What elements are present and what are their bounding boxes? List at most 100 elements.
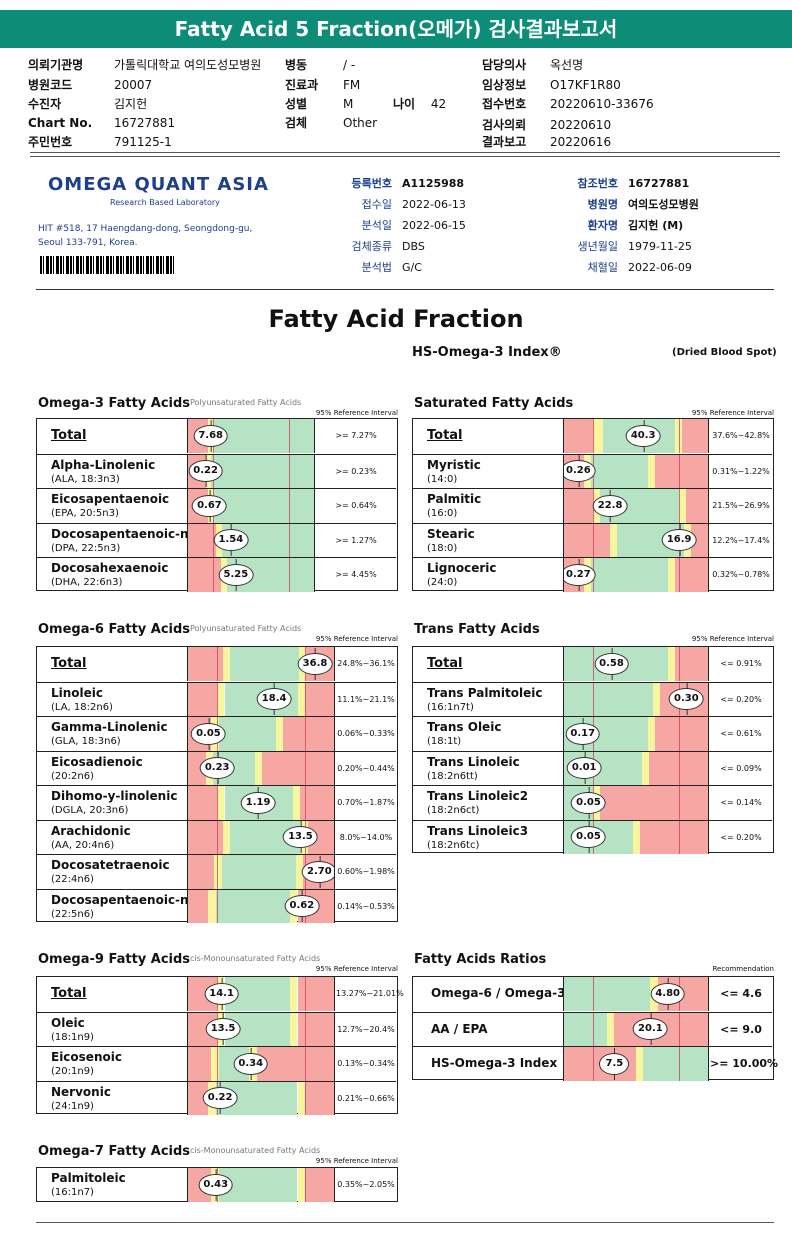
range-zone-green: [213, 489, 314, 523]
row-name: Gamma-Linolenic: [51, 720, 168, 734]
range-zone-yellow: [647, 454, 655, 488]
header-field-value: 가톨릭대학교 여의도성모병원: [114, 58, 262, 72]
header-field-label: 병동: [285, 58, 308, 72]
reference-range: 0.70%~1.87%: [337, 798, 395, 807]
reference-range: 24.8%~36.1%: [337, 659, 395, 668]
lab-field-label: 채혈일: [587, 261, 618, 274]
lab-field-value: DBS: [402, 240, 425, 253]
range-zone-red: [674, 558, 708, 592]
row-subname: (18:1n9): [51, 1031, 94, 1043]
range-zone-green: [221, 855, 297, 889]
row-name: Total: [51, 986, 87, 1001]
row-name: Trans Linoleic: [427, 754, 520, 769]
report-heading: Fatty Acid Fraction: [268, 305, 524, 333]
lab-field-value: 1979-11-25: [628, 240, 692, 253]
reference-range: >= 0.23%: [335, 466, 377, 476]
result-value: 0.05: [191, 717, 226, 750]
row-name: Eicosadienoic: [51, 754, 143, 769]
range-zone-yellow: [636, 1047, 644, 1081]
range-bar: 4.80: [563, 977, 709, 1011]
lab-address-line-2: Seoul 133-791, Korea.: [38, 238, 138, 248]
reference-range: 0.32%~0.78%: [712, 570, 770, 579]
reference-range: 8.0%~14.0%: [339, 832, 393, 842]
result-value: 13.5: [205, 1013, 241, 1046]
range-tick: [679, 786, 681, 820]
section-title-trans: Trans Fatty Acids: [414, 622, 540, 637]
table-omega7: Palmitoleic (16:1n7) 0.43 0.35%~2.05%: [36, 1167, 398, 1202]
lab-field-value: 2022-06-09: [628, 261, 692, 274]
range-tick: [217, 1047, 219, 1081]
range-zone-red: [682, 419, 708, 453]
table-row: Total 14.1 13.27%~21.01%: [37, 977, 404, 1012]
range-zone-green: [564, 682, 654, 716]
table-row: Eicosapentaenoic (EPA, 20:5n3) 0.67 >= 0.64…: [37, 488, 396, 523]
row-subname: (22:4n6): [51, 874, 94, 885]
lab-info-box: OMEGA QUANT ASIA Research Based Laborato…: [36, 168, 774, 290]
header-field-value: 16727881: [114, 116, 176, 130]
range-bar: 0.23: [187, 751, 335, 785]
header-field-label: 성별: [285, 97, 308, 111]
header-field-label: 검사의뢰: [482, 118, 527, 132]
range-tick: [304, 977, 306, 1011]
table-row: Oleic (18:1n9) 13.5 12.7%~20.4%: [37, 1011, 396, 1046]
table-row: Dihomo-y-linolenic (DGLA, 20:3n6) 1.19 0.70…: [37, 785, 396, 820]
result-value: 0.01: [566, 752, 602, 785]
header-field-value: 791125-1: [114, 135, 172, 149]
header-field-value: / -: [343, 58, 356, 72]
range-tick: [679, 647, 681, 681]
reference-range: 37.6%~42.8%: [712, 431, 770, 440]
range-tick: [679, 751, 681, 785]
lab-field: 참조번호 16727881: [556, 175, 690, 191]
row-name: Docosahexaenoic: [51, 561, 169, 575]
table-row: Trans Linoleic3 (18:2n6tc) 0.05 <= 0.20%: [413, 819, 772, 854]
reference-interval-label: 95% Reference Interval: [691, 409, 774, 417]
sample-note: (Dried Blood Spot): [672, 347, 777, 358]
header-field: 수진자 김지헌: [28, 95, 147, 112]
range-tick: [304, 1047, 306, 1081]
barcode: [40, 256, 176, 274]
range-zone-green: [643, 1047, 708, 1081]
range-zone-red: [188, 682, 218, 716]
header-divider: [30, 152, 780, 153]
result-value: 0.30: [669, 683, 704, 716]
reference-range: 13.27%~21.01%: [336, 989, 404, 998]
result-value: 0.58: [594, 647, 629, 680]
header-field-value: Other: [343, 116, 378, 130]
row-name: Nervonic: [51, 1084, 111, 1099]
row-subname: (GLA, 18:3n6): [51, 736, 121, 747]
table-row: Total 36.8 24.8%~36.1%: [37, 647, 396, 682]
result-value: 4.80: [650, 977, 686, 1010]
range-bar: 7.5: [563, 1047, 709, 1081]
report-title-bar: Fatty Acid 5 Fraction(오메가) 검사결과보고서: [0, 10, 792, 48]
range-zone-yellow: [208, 889, 216, 923]
range-tick: [679, 454, 681, 488]
header-field-label: 주민번호: [28, 135, 73, 149]
section-subtitle-omega7: cis-Monounsaturated Fatty Acids: [190, 1146, 321, 1155]
lab-field: 환자명 김지헌 (M): [556, 217, 684, 233]
header-field-label: 의뢰기관명: [28, 58, 84, 72]
reference-range: 0.35%~2.05%: [337, 1180, 395, 1189]
section-title-ratios: Fatty Acids Ratios: [414, 952, 547, 967]
result-value: 22.8: [592, 489, 628, 522]
lab-field: 분석법 G/C: [328, 259, 422, 275]
lab-field-value: 2022-06-13: [402, 198, 466, 211]
lab-field-label: 접수일: [361, 198, 392, 211]
reference-range: 0.14%~0.53%: [337, 901, 395, 911]
table-row: Gamma-Linolenic (GLA, 18:3n6) 0.05 0.06%~0.…: [37, 716, 396, 751]
result-value: 16.9: [661, 524, 697, 557]
reference-interval-label: 95% Reference Interval: [315, 409, 398, 417]
reference-range: 0.13%~0.34%: [337, 1059, 395, 1068]
lab-field-value: 2022-06-15: [402, 219, 466, 232]
header-divider-2: [30, 156, 780, 157]
reference-range: >= 4.45%: [335, 570, 377, 579]
range-zone-yellow: [217, 682, 225, 716]
table-row: Palmitic (16:0) 22.8 21.5%~26.9%: [413, 488, 772, 523]
range-tick: [679, 717, 681, 751]
header-field: 임상정보 O17KF1R80: [482, 76, 621, 93]
range-zone-red: [297, 977, 334, 1011]
range-bar: 0.22: [187, 1081, 335, 1115]
hs-omega3-title: HS-Omega-3 Index®: [412, 345, 562, 360]
range-zone-red: [654, 454, 708, 488]
row-subname: (18:2n6tt): [427, 770, 478, 782]
table-omega6: Total 36.8 24.8%~36.1% Linoleic (LA, 18:2n6)…: [36, 646, 398, 923]
